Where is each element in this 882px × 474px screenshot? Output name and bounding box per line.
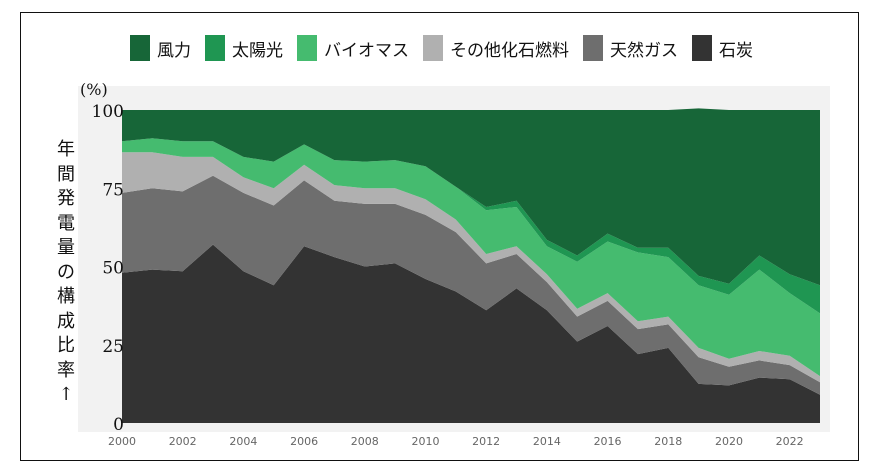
x-tick-label: 2006 bbox=[290, 435, 318, 448]
legend-label: 石炭 bbox=[719, 40, 753, 61]
legend-swatch bbox=[205, 35, 225, 61]
y-axis-label-char: 電 bbox=[57, 212, 75, 234]
y-axis-label-char: 間 bbox=[57, 163, 75, 185]
y-axis-label-char: 比 bbox=[57, 335, 75, 356]
x-tick-label: 2014 bbox=[533, 435, 561, 448]
x-tick-label: 2012 bbox=[472, 435, 500, 448]
area-series-3 bbox=[122, 138, 820, 377]
y-axis-label: 年間発電量の構成比率 ↑ bbox=[54, 138, 78, 408]
x-tick-label: 2020 bbox=[715, 435, 743, 448]
legend-label: その他化石燃料 bbox=[450, 40, 569, 61]
y-tick-label: 0 bbox=[113, 415, 124, 435]
legend-label: 太陽光 bbox=[232, 40, 283, 61]
y-tick-label: 50 bbox=[102, 259, 124, 279]
y-axis-label-char: 構 bbox=[57, 286, 75, 307]
x-tick-label: 2010 bbox=[411, 435, 439, 448]
x-tick-label: 2000 bbox=[108, 435, 136, 448]
area-series-1 bbox=[122, 175, 820, 395]
area-series-2 bbox=[122, 152, 820, 383]
y-unit-label: (%) bbox=[80, 80, 108, 99]
legend-label: 天然ガス bbox=[610, 40, 678, 61]
x-tick-label: 2016 bbox=[594, 435, 622, 448]
legend-item: その他化石燃料 bbox=[423, 35, 569, 61]
legend: 風力 太陽光 バイオマス その他化石燃料 天然ガス 石炭 bbox=[130, 34, 767, 62]
legend-swatch bbox=[583, 35, 603, 61]
y-tick-label: 75 bbox=[102, 180, 124, 200]
x-tick-label: 2018 bbox=[654, 435, 682, 448]
area-series-0 bbox=[122, 244, 820, 423]
x-tick-label: 2002 bbox=[169, 435, 197, 448]
y-axis-label-char: 成 bbox=[57, 310, 75, 332]
y-axis-label-char: の bbox=[57, 261, 75, 283]
x-tick-label: 2004 bbox=[229, 435, 257, 448]
y-axis-label-char: 年 bbox=[57, 139, 75, 160]
y-tick-label: 25 bbox=[102, 337, 124, 357]
legend-swatch bbox=[423, 35, 443, 61]
legend-item: バイオマス bbox=[297, 35, 409, 61]
x-tick-label: 2008 bbox=[351, 435, 379, 448]
legend-item: 天然ガス bbox=[583, 35, 678, 61]
figure-frame bbox=[20, 12, 859, 461]
legend-item: 風力 bbox=[130, 35, 191, 61]
legend-item: 石炭 bbox=[692, 35, 753, 61]
legend-label: 風力 bbox=[157, 40, 191, 61]
y-axis-label-char: 発 bbox=[57, 188, 75, 209]
x-tick-label: 2022 bbox=[776, 435, 804, 448]
legend-item: 太陽光 bbox=[205, 35, 283, 61]
legend-swatch bbox=[692, 35, 712, 61]
legend-swatch bbox=[130, 35, 150, 61]
y-axis-label-char: ↑ bbox=[58, 384, 74, 405]
area-series-5 bbox=[122, 108, 820, 286]
y-tick-label: 100 bbox=[92, 102, 124, 122]
legend-label: バイオマス bbox=[324, 40, 409, 61]
legend-swatch bbox=[297, 35, 317, 61]
y-axis-label-char: 量 bbox=[57, 237, 75, 258]
y-axis-label-char: 率 bbox=[57, 359, 75, 381]
